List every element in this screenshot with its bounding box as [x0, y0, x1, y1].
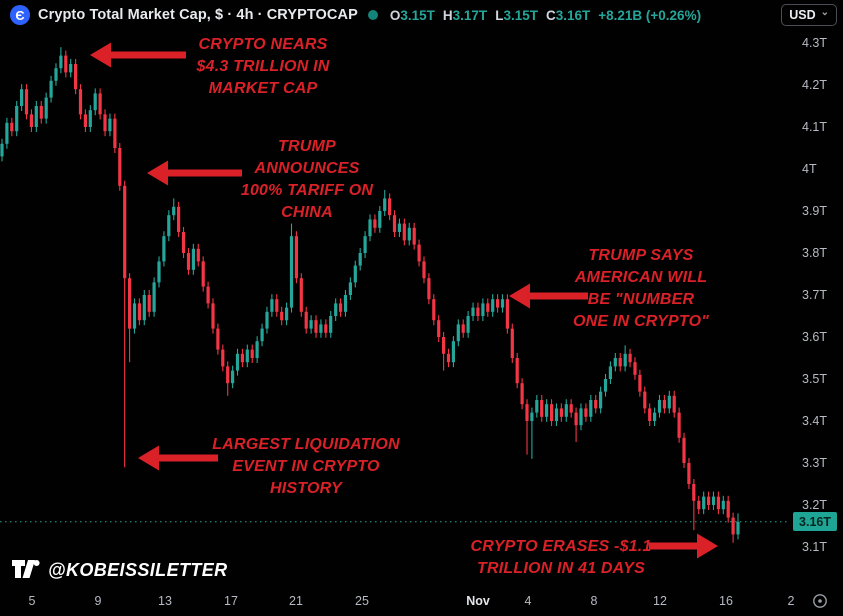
ohlc-change: +8.21B (+0.26%) [598, 7, 702, 23]
price-axis[interactable]: 3.16T 4.3T 4.2T 4.1T 4T 3.9T 3.8T 3.7T 3.6T 3.5T… [788, 0, 843, 588]
symbol-title: Crypto Total Market Cap, $ · 4h · CRYPTO… [38, 7, 358, 23]
price-axis-label: 3.3T [802, 456, 828, 470]
market-status-dot-icon [367, 10, 378, 20]
annotation-tariff: TRUMP ANNOUNCES 100% TARIFF ON CHINA [240, 138, 374, 221]
price-axis-label: 3.7T [802, 288, 828, 302]
currency-dropdown-button[interactable]: USD ⌄ [781, 4, 837, 26]
last-price-badge: 3.16T [793, 512, 837, 532]
watermark-handle: @KOBEISSILETTER [48, 559, 228, 580]
time-axis-label: 2 [787, 594, 795, 608]
price-axis-label: 4.3T [802, 36, 828, 50]
annotation-erases: CRYPTO ERASES -$1.1 TRILLION IN 41 DAYS [470, 538, 652, 577]
symbol-logo-icon: Є [10, 5, 30, 25]
time-axis-label: 8 [590, 594, 598, 608]
ohlc-readout: O3.15T H3.17T L3.15T C3.16T +8.21B (+0.2… [390, 8, 701, 23]
ohlc-open: O3.15T [389, 7, 435, 23]
watermark: @KOBEISSILETTER [10, 558, 228, 582]
time-axis-label: 16 [719, 594, 733, 608]
time-axis-label: 13 [158, 594, 172, 608]
time-axis-label: 21 [289, 594, 303, 608]
annotation-liquidation: LARGEST LIQUIDATION EVENT IN CRYPTO HIST… [212, 436, 400, 497]
price-axis-label: 3.5T [802, 372, 828, 386]
price-axis-label: 3.6T [802, 330, 828, 344]
candles-layer [0, 47, 740, 543]
time-axis-label: 9 [94, 594, 102, 608]
price-axis-label: 3.8T [802, 246, 828, 260]
time-axis-label: 17 [224, 594, 238, 608]
price-axis-label: 3.2T [802, 498, 828, 512]
currency-label: USD [789, 8, 816, 22]
price-axis-label: 4.2T [802, 78, 828, 92]
tradingview-logo-icon [12, 560, 40, 578]
price-axis-label: 3.4T [802, 414, 828, 428]
time-axis-label: 12 [653, 594, 667, 608]
time-axis-label: 4 [524, 594, 532, 608]
time-axis-label: 5 [28, 594, 36, 608]
annotation-peak: CRYPTO NEARS $4.3 TRILLION IN MARKET CAP [196, 36, 330, 97]
annotation-arrows-layer [90, 42, 718, 559]
time-axis-label: Nov [466, 594, 490, 608]
ohlc-high: H3.17T [442, 7, 488, 23]
chevron-down-icon: ⌄ [820, 7, 829, 18]
chart-header: Є Crypto Total Market Cap, $ · 4h · CRYP… [0, 0, 843, 30]
ohlc-close: C3.16T [545, 7, 591, 23]
price-axis-label: 4T [802, 162, 817, 176]
ohlc-low: L3.15T [495, 7, 538, 23]
price-axis-label: 3.1T [802, 540, 828, 554]
timezone-settings-icon[interactable] [811, 592, 829, 610]
price-axis-label: 3.9T [802, 204, 828, 218]
annotation-number-one: TRUMP SAYS AMERICAN WILL BE "NUMBER ONE … [572, 247, 710, 330]
price-axis-label: 4.1T [802, 120, 828, 134]
time-axis[interactable]: 5 9 13 17 21 25 Nov 4 8 12 16 2 [0, 588, 843, 616]
chart-canvas[interactable] [0, 0, 788, 588]
time-axis-label: 25 [355, 594, 369, 608]
